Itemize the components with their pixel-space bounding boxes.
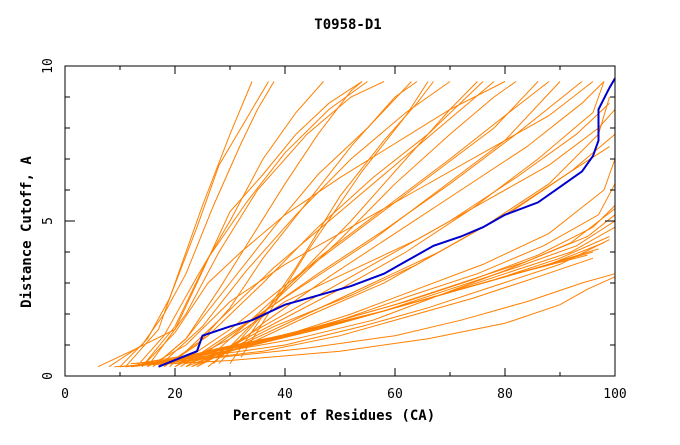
series-line bbox=[185, 133, 616, 368]
series-line bbox=[218, 81, 478, 364]
series-line bbox=[119, 273, 616, 368]
series-line bbox=[191, 146, 610, 368]
series-line bbox=[163, 81, 418, 368]
series-line bbox=[152, 81, 363, 368]
series-line bbox=[147, 81, 385, 367]
series-line bbox=[141, 81, 506, 368]
highlight-series-line bbox=[158, 77, 616, 368]
series-line bbox=[169, 214, 616, 365]
tick-layer: 0 20 40 60 80 100 0 5 10 bbox=[41, 58, 627, 402]
series-line bbox=[119, 81, 269, 368]
series-line bbox=[108, 81, 275, 368]
series-line bbox=[125, 81, 253, 368]
series-line bbox=[191, 81, 605, 368]
y-axis-label: Distance Cutoff, A bbox=[19, 156, 35, 308]
series-layer bbox=[97, 77, 616, 368]
x-tick-label: 100 bbox=[603, 387, 626, 402]
x-tick-label: 80 bbox=[497, 387, 513, 402]
series-line bbox=[174, 81, 539, 368]
series-line bbox=[158, 81, 451, 368]
x-axis-label: Percent of Residues (CA) bbox=[233, 408, 435, 424]
y-tick-label: 5 bbox=[41, 217, 56, 225]
series-line bbox=[147, 81, 594, 368]
x-tick-label: 60 bbox=[387, 387, 403, 402]
y-tick-label: 0 bbox=[41, 372, 56, 380]
series-line bbox=[152, 81, 412, 368]
series-line bbox=[114, 276, 616, 368]
x-tick-label: 20 bbox=[167, 387, 183, 402]
series-line bbox=[240, 81, 429, 358]
x-tick-label: 0 bbox=[61, 387, 69, 402]
series-line bbox=[174, 109, 616, 368]
y-tick-label: 10 bbox=[41, 58, 56, 74]
chart-title: T0958-D1 bbox=[314, 17, 381, 33]
series-line bbox=[141, 81, 368, 368]
x-tick-label: 40 bbox=[277, 387, 293, 402]
series-line bbox=[207, 81, 605, 368]
series-line bbox=[229, 81, 434, 364]
series-line bbox=[163, 81, 484, 368]
plot-frame bbox=[64, 65, 616, 377]
series-line bbox=[163, 220, 616, 365]
series-line bbox=[136, 81, 324, 368]
